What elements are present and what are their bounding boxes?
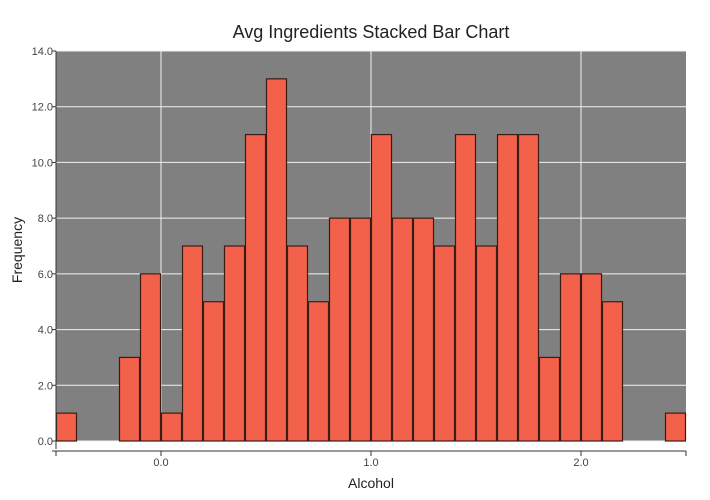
histogram-bar <box>265 78 288 442</box>
x-tick-label: 2.0 <box>573 457 588 469</box>
x-tick-label: 1.0 <box>363 457 378 469</box>
histogram-bar <box>601 301 624 442</box>
y-tick-label: 12.0 <box>32 102 53 114</box>
histogram-bar <box>286 245 309 442</box>
histogram-bar <box>118 356 141 442</box>
y-tick-label: 14.0 <box>32 46 53 58</box>
y-axis-label: Frequency <box>9 217 25 283</box>
y-tick-label: 4.0 <box>38 325 53 337</box>
histogram-bar <box>433 245 456 442</box>
histogram-bar <box>55 412 78 442</box>
y-tick-label: 6.0 <box>38 269 53 281</box>
x-tick-label: 0.0 <box>153 457 168 469</box>
histogram-bar <box>181 245 204 442</box>
histogram-bar <box>223 245 246 442</box>
x-axis-label: Alcohol <box>348 475 394 491</box>
histogram-bar <box>202 301 225 442</box>
histogram-bar <box>139 273 162 442</box>
histogram-bar <box>328 217 351 442</box>
histogram-bar <box>538 356 561 442</box>
histogram-bar <box>517 133 540 442</box>
histogram-bar <box>349 217 372 442</box>
histogram-bar <box>559 273 582 442</box>
histogram-bar <box>496 133 519 442</box>
y-tick-label: 2.0 <box>38 380 53 392</box>
histogram-bar <box>664 412 687 442</box>
bars <box>55 78 687 442</box>
histogram-bar <box>475 245 498 442</box>
y-tick-label: 8.0 <box>38 213 53 225</box>
histogram-bar <box>580 273 603 442</box>
tick-labels: 0.0 2.0 4.0 6.0 8.0 10.0 12.0 14.0 0.0 1.0 2.0 <box>32 46 589 469</box>
chart-title: Avg Ingredients Stacked Bar Chart <box>232 22 510 42</box>
histogram-bar <box>244 133 267 442</box>
histogram-bar <box>307 301 330 442</box>
y-tick-label: 10.0 <box>32 157 53 169</box>
histogram-bar <box>160 412 183 442</box>
y-tick-label: 0.0 <box>38 436 53 448</box>
histogram-bar <box>412 217 435 442</box>
axes <box>52 50 687 456</box>
histogram-bar <box>391 217 414 442</box>
histogram-bar <box>370 133 393 442</box>
histogram-bar <box>454 133 477 442</box>
